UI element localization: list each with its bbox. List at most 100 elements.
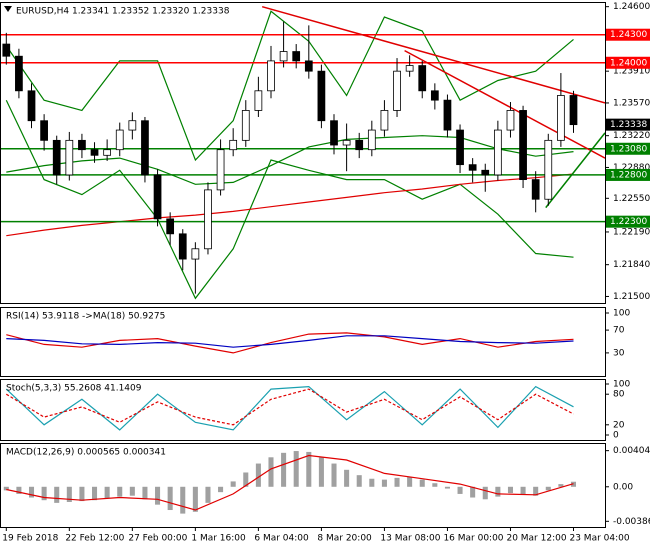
histogram-bar	[419, 479, 425, 487]
histogram-bar	[306, 451, 312, 487]
histogram-bar	[28, 486, 35, 498]
y-tick-label: 1.22190	[613, 227, 650, 237]
candle-body	[141, 120, 149, 176]
candle-body	[557, 95, 565, 141]
histogram-bar	[155, 486, 161, 505]
histogram-bar	[331, 463, 337, 487]
histogram-bar	[230, 481, 236, 487]
candle-body	[342, 139, 351, 146]
x-tick-label: 16 Mar 00:00	[443, 534, 503, 544]
histogram-bar	[3, 486, 9, 491]
histogram-bar	[167, 486, 173, 511]
level-tag	[606, 28, 650, 41]
histogram-bar	[129, 486, 135, 496]
x-tick-label: 1 Mar 16:00	[191, 534, 246, 544]
x-tick-label: 13 Mar 08:00	[380, 534, 440, 544]
histogram-bar	[92, 486, 98, 501]
candle-body	[493, 129, 502, 176]
level-tag	[606, 142, 650, 155]
candle-body	[27, 90, 36, 122]
candle-body	[519, 110, 527, 181]
histogram-bar	[495, 486, 501, 497]
candle-body	[330, 120, 338, 146]
x-tick-label: 6 Mar 04:00	[254, 534, 309, 544]
x-tick-label: 23 Mar 04:00	[569, 534, 629, 544]
histogram-bar	[243, 472, 249, 487]
y-tick-label: 1.23910	[613, 67, 650, 77]
candle-body	[355, 139, 364, 151]
y-tick-label: 1.22550	[613, 194, 650, 204]
y-tick-label: 100	[613, 380, 630, 390]
panel-title: EURUSD,H4 1.23341 1.23352 1.23320 1.2333…	[16, 7, 230, 17]
overlay-line	[5, 99, 574, 300]
candle-body	[15, 55, 23, 92]
trend-line	[404, 49, 605, 159]
panel-plot	[3, 451, 577, 514]
y-tick-label: 1.22880	[613, 163, 650, 173]
candle-body	[430, 90, 439, 101]
histogram-bar	[381, 479, 387, 487]
y-tick-label: 30	[613, 348, 625, 358]
candle-body	[153, 174, 162, 220]
y-tick-label: 100	[613, 309, 630, 319]
panel-plot	[0, 5, 605, 300]
candle-body	[317, 70, 326, 122]
y-tick-label: 1.24600	[613, 2, 650, 12]
candle-body	[544, 139, 553, 200]
candle-body	[569, 95, 578, 126]
candle-body	[191, 248, 200, 260]
candle-body	[229, 139, 238, 151]
histogram-bar	[356, 475, 362, 487]
y-tick-label: 70	[613, 326, 625, 336]
candle-body	[506, 110, 515, 131]
candle-body	[40, 120, 48, 141]
x-tick-label: 20 Mar 12:00	[506, 534, 566, 544]
histogram-bar	[407, 476, 413, 487]
x-tick-label: 8 Mar 20:00	[317, 534, 372, 544]
y-tick-label: -0.003864	[613, 517, 650, 527]
candle-body	[78, 139, 86, 151]
candle-body	[292, 51, 301, 62]
candle-body	[2, 43, 11, 57]
candle-body	[241, 110, 250, 141]
level-tag-label: 1.23080	[610, 144, 647, 154]
y-tick-label: 0.00	[613, 482, 633, 492]
panel-frame	[0, 307, 606, 377]
histogram-bar	[507, 486, 513, 494]
histogram-bar	[545, 486, 551, 491]
level-tag-label: 1.24000	[610, 58, 647, 68]
level-tag	[606, 215, 650, 228]
histogram-bar	[558, 484, 564, 487]
panel-frame	[0, 443, 606, 528]
y-tick-label: 20	[613, 420, 625, 430]
y-tick-label: 80	[613, 390, 625, 400]
panel-title: RSI(14) 53.9118 ->MA(18) 50.9275	[6, 312, 165, 322]
x-tick-label: 22 Feb 12:00	[65, 534, 124, 544]
candle-body	[267, 60, 275, 92]
histogram-bar	[142, 486, 148, 500]
candle-body	[531, 179, 540, 200]
y-tick-label: 0.004044	[613, 446, 650, 456]
signal-line	[6, 454, 574, 511]
candle-body	[367, 129, 376, 151]
y-tick-label: 1.21840	[613, 260, 650, 270]
y-tick-label: 1.23570	[613, 98, 650, 108]
histogram-bar	[318, 457, 324, 487]
candle-body	[456, 129, 464, 166]
candle-body	[178, 233, 187, 260]
histogram-bar	[54, 486, 60, 503]
level-tag	[606, 56, 650, 69]
histogram-bar	[444, 486, 450, 489]
histogram-bar	[41, 486, 47, 501]
trend-line	[261, 5, 605, 104]
candle-body	[65, 139, 74, 176]
indicator-line	[6, 335, 574, 348]
candle-body	[393, 70, 401, 111]
level-tag-label: 1.24300	[610, 30, 647, 40]
histogram-bar	[205, 486, 211, 503]
panel-title: MACD(12,26,9) 0.000565 0.000341	[6, 448, 166, 458]
candle-body	[481, 169, 490, 176]
candle-body	[380, 110, 389, 131]
candle-body	[103, 149, 112, 156]
